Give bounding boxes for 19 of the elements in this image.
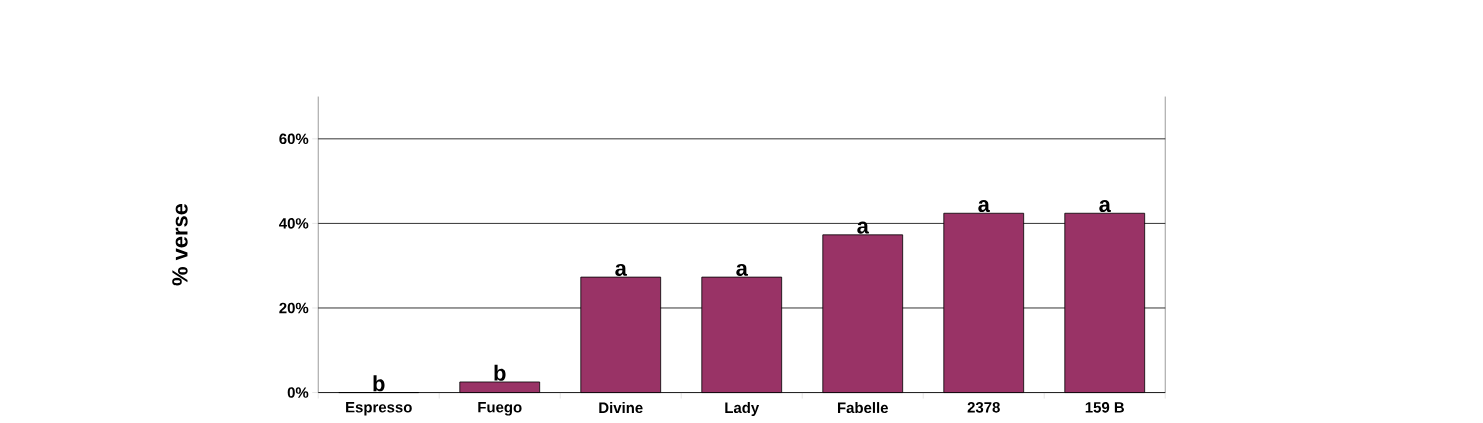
- annotation: a: [857, 221, 869, 234]
- annotation: b: [494, 364, 506, 381]
- x-tick-label: 159 B: [1085, 402, 1124, 413]
- x-tick-label: Fuego: [478, 402, 522, 416]
- x-tick-label: Lady: [725, 402, 760, 416]
- annotation: a: [978, 200, 990, 213]
- y-tick-label: 40%: [279, 218, 309, 229]
- x-tick-label: 2378: [967, 402, 1000, 413]
- y-tick-label: 20%: [279, 302, 309, 314]
- x-tick-label: Espresso: [346, 402, 412, 416]
- annotation: a: [736, 263, 748, 276]
- y-axis-title: % verse: [172, 203, 188, 286]
- x-tick-label: Fabelle: [837, 402, 888, 414]
- annotation: a: [1099, 200, 1111, 213]
- y-tick-label: 0%: [287, 387, 309, 398]
- y-tick-label: 60%: [279, 133, 309, 145]
- annotation: b: [373, 375, 385, 392]
- annotation: a: [615, 263, 627, 276]
- x-tick-label: Divine: [599, 402, 643, 414]
